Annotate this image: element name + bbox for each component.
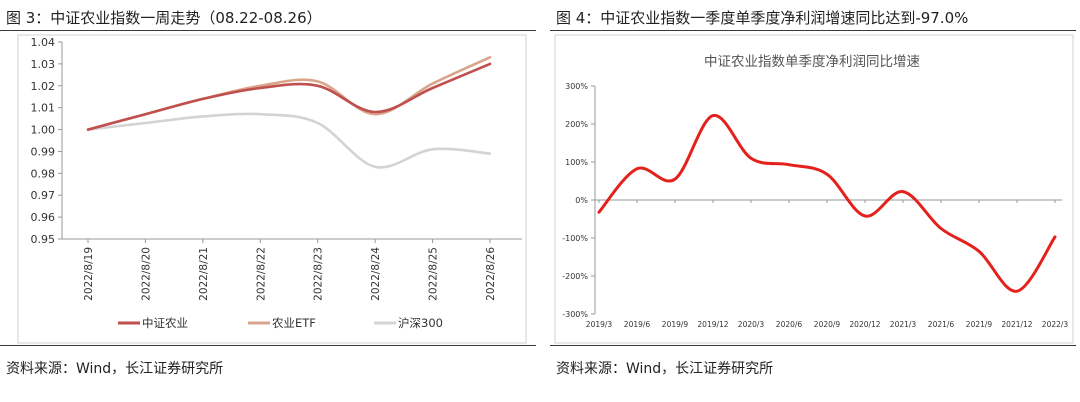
figure-3-line-chart: 0.95 0.96 0.97 0.98 0.99 1.00 1.01 1.02 1.03 1.04… <box>17 34 527 344</box>
x-tick-label: 2022/8/23 <box>313 247 325 301</box>
plot-frame <box>17 34 527 344</box>
plot-frame <box>554 34 1074 344</box>
y-tick-label: 1.01 <box>31 102 56 115</box>
x-tick-label: 2020/3 <box>738 320 765 329</box>
x-tick-label: 2019/6 <box>624 320 651 329</box>
y-tick-label: 0.99 <box>31 145 56 158</box>
y-tick-label: 1.03 <box>31 58 56 71</box>
x-tick-label: 2022/8/24 <box>370 247 382 301</box>
x-tick-label: 2022/8/20 <box>140 247 152 301</box>
y-tick-label: 1.04 <box>31 36 56 49</box>
y-tick-label: 0.96 <box>31 211 56 224</box>
x-tick-label: 2022/8/19 <box>83 247 95 301</box>
y-tick-label: 0.95 <box>31 233 56 246</box>
figure-4-top-rule <box>550 30 1076 31</box>
chart-title: 中证农业指数单季度净利润同比增速 <box>704 54 920 70</box>
y-tick-label: 200% <box>565 120 588 129</box>
y-tick-label: -200% <box>562 272 588 281</box>
profit-growth-line <box>597 114 1057 293</box>
y-tick-label: 1.00 <box>31 124 56 137</box>
y-tick-label: 0% <box>575 196 588 205</box>
x-tick-label: 2019/9 <box>662 320 689 329</box>
series-line-1 <box>86 56 492 131</box>
y-tick-label: 1.02 <box>31 80 56 93</box>
x-tick-label: 2022/8/25 <box>428 247 440 301</box>
x-tick-label: 2022/8/26 <box>485 247 497 301</box>
x-tick-label: 2022/8/21 <box>198 247 210 301</box>
x-tick-label: 2022/8/22 <box>255 247 267 301</box>
figure-4-title: 图 4：中证农业指数一季度单季度净利润增速同比达到-97.0% <box>556 9 969 27</box>
legend-label-1: 农业ETF <box>272 316 316 330</box>
figure-3-title: 图 3：中证农业指数一周走势（08.22-08.26） <box>6 9 322 27</box>
figure-4-line-chart: 中证农业指数单季度净利润同比增速 -300% -200% -100% 0% 100% 200… <box>554 34 1074 344</box>
figure-4-panel: 图 4：中证农业指数一季度单季度净利润增速同比达到-97.0% 中证农业指数单季… <box>550 0 1080 402</box>
x-tick-label: 2022/3 <box>1042 320 1069 329</box>
x-tick-label: 2021/9 <box>966 320 993 329</box>
figure-3-panel: 图 3：中证农业指数一周走势（08.22-08.26） 0.95 0.96 0.97… <box>0 9 536 377</box>
x-tick-label: 2021/12 <box>1001 320 1032 329</box>
x-tick-label: 2021/6 <box>928 320 955 329</box>
x-tick-label: 2020/9 <box>814 320 841 329</box>
y-tick-label: 300% <box>565 82 588 91</box>
y-tick-label: 100% <box>565 158 588 167</box>
x-tick-label: 2020/6 <box>776 320 803 329</box>
y-tick-label: -100% <box>562 234 588 243</box>
figure-3-top-rule <box>0 30 536 31</box>
series-line-2 <box>86 112 492 169</box>
x-tick-label: 2021/3 <box>890 320 917 329</box>
y-tick-label: 0.97 <box>31 189 56 202</box>
legend-label-0: 中证农业 <box>142 316 188 330</box>
series-line-0 <box>86 62 492 131</box>
figure-4-bottom-rule <box>550 345 1076 346</box>
x-tick-label: 2020/12 <box>849 320 880 329</box>
figure-3-source: 资料来源：Wind，长江证券研究所 <box>6 361 224 377</box>
x-tick-label: 2019/12 <box>697 320 728 329</box>
x-tick-label: 2019/3 <box>586 320 613 329</box>
figure-4-source: 资料来源：Wind，长江证券研究所 <box>556 361 774 377</box>
y-tick-label: 0.98 <box>31 167 56 180</box>
y-tick-label: -300% <box>562 310 588 319</box>
figure-3-bottom-rule <box>0 345 536 346</box>
legend-label-2: 沪深300 <box>398 316 443 330</box>
